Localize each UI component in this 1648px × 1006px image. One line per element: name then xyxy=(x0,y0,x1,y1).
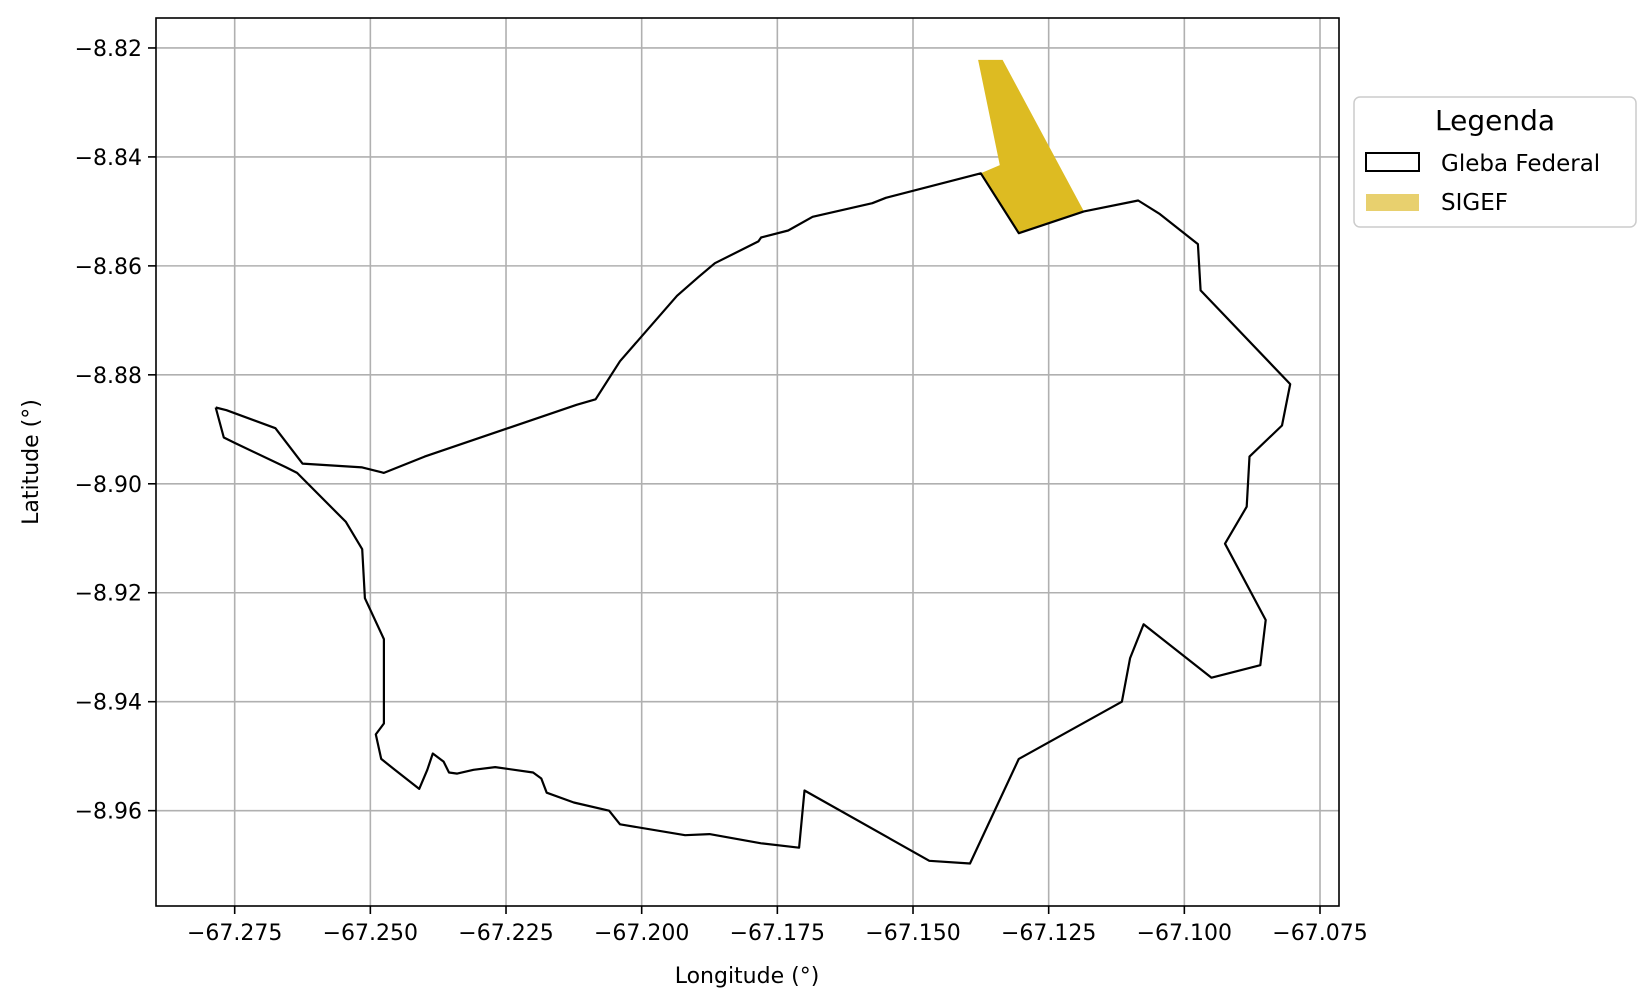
x-tick-label-7: −67.100 xyxy=(1137,921,1232,946)
x-tick-label-0: −67.275 xyxy=(187,921,282,946)
y-tick-label-3: −8.88 xyxy=(75,364,142,389)
map-layers xyxy=(214,59,1292,865)
x-tick-label-2: −67.225 xyxy=(458,921,553,946)
x-tick-label-3: −67.200 xyxy=(594,921,689,946)
layer-outline-gleba-federal xyxy=(214,172,1292,865)
legend-frame xyxy=(1353,96,1637,228)
legend-label-sigef: SIGEF xyxy=(1441,190,1508,216)
legend-swatch-sigef xyxy=(1366,194,1419,211)
y-tick-label-0: −8.82 xyxy=(75,37,142,62)
y-axis-ticks: −8.82 −8.84 −8.86 −8.88 −8.90 −8.92 −8.94 −8.96 xyxy=(75,37,156,825)
y-tick-label-4: −8.90 xyxy=(75,473,142,498)
legend-label-gleba-federal: Gleba Federal xyxy=(1441,151,1600,177)
y-tick-label-6: −8.94 xyxy=(75,691,142,716)
legend-swatch-gleba-federal xyxy=(1365,152,1420,172)
x-axis-title: Longitude (°) xyxy=(675,964,820,989)
y-tick-label-1: −8.84 xyxy=(75,146,142,171)
legend-title: Legenda xyxy=(1435,104,1555,137)
y-tick-label-7: −8.96 xyxy=(75,800,142,825)
gridlines xyxy=(156,18,1339,906)
x-tick-label-1: −67.250 xyxy=(323,921,418,946)
x-tick-label-5: −67.150 xyxy=(865,921,960,946)
legend: Legenda Gleba Federal SIGEF xyxy=(1353,96,1637,228)
x-tick-label-6: −67.125 xyxy=(1001,921,1096,946)
y-tick-label-5: −8.92 xyxy=(75,582,142,607)
x-axis-ticks: −67.275 −67.250 −67.225 −67.200 −67.175 −67.1… xyxy=(187,906,1368,946)
plot-area-frame xyxy=(155,17,1340,907)
y-axis-title: Latitude (°) xyxy=(19,399,44,525)
layer-polygon-sigef xyxy=(978,59,1084,234)
x-tick-label-4: −67.175 xyxy=(730,921,825,946)
y-tick-label-2: −8.86 xyxy=(75,255,142,280)
x-tick-label-8: −67.075 xyxy=(1272,921,1367,946)
